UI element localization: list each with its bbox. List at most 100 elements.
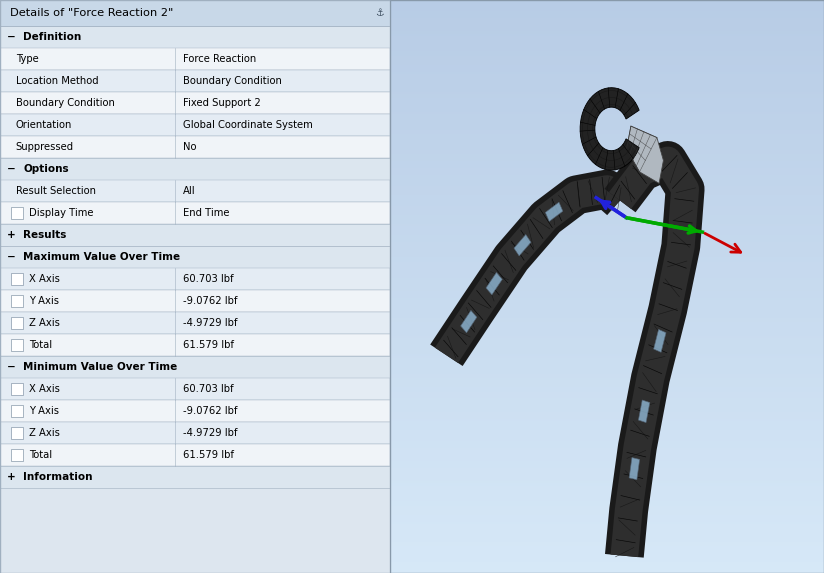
Text: Z Axis: Z Axis [29,318,60,328]
Bar [390,213,824,215]
Text: Orientation: Orientation [16,120,72,130]
Bar [390,52,824,54]
Bar [390,311,824,313]
Bar [390,253,824,255]
Bar [390,553,824,555]
Bar [11,339,23,351]
Bar [390,296,824,298]
Bar [390,539,824,541]
Text: X Axis: X Axis [29,384,60,394]
Text: Type: Type [16,54,39,64]
Bar [390,331,824,333]
Text: +: + [7,230,16,240]
Bar [390,27,824,29]
Bar [390,170,824,172]
Bar [390,116,824,119]
Bar [390,134,824,136]
Bar [390,434,824,437]
Bar [390,418,824,421]
Text: 60.703 lbf: 60.703 lbf [183,384,233,394]
Bar [390,405,824,407]
Text: Y Axis: Y Axis [29,406,59,416]
Bar [0,26,390,48]
Bar [390,371,824,374]
Bar [390,36,824,38]
Bar [390,291,824,293]
Polygon shape [653,329,666,352]
Bar [390,356,824,358]
Bar [0,70,390,92]
Bar [390,327,824,329]
Bar [390,427,824,430]
Bar [390,533,824,535]
Bar [390,179,824,181]
Bar [390,103,824,105]
Text: -9.0762 lbf: -9.0762 lbf [183,296,237,306]
Bar [390,544,824,546]
Bar [390,235,824,237]
Bar [390,307,824,309]
Bar [390,548,824,551]
Bar [390,537,824,539]
Bar [390,394,824,396]
Bar [390,38,824,40]
Bar [390,266,824,269]
Bar [390,459,824,461]
Bar [390,452,824,454]
Bar [390,560,824,562]
Bar [390,472,824,474]
Text: Result Selection: Result Selection [16,186,96,196]
Bar [390,324,824,327]
Bar [390,222,824,224]
Text: Details of "Force Reaction 2": Details of "Force Reaction 2" [10,8,173,18]
Bar [390,208,824,210]
Bar [390,242,824,244]
Text: Suppressed: Suppressed [16,142,73,152]
Bar [390,417,824,418]
Bar [390,490,824,492]
Bar [390,203,824,206]
Bar [390,237,824,240]
Bar [390,72,824,74]
Bar [390,148,824,150]
Bar [390,13,824,15]
Text: X Axis: X Axis [29,274,60,284]
Bar [390,112,824,114]
Bar [390,29,824,32]
Bar [390,465,824,468]
Text: −: − [7,252,16,262]
Polygon shape [545,202,563,221]
Text: Information: Information [23,472,93,482]
Bar [390,9,824,11]
Text: Z Axis: Z Axis [29,428,60,438]
Bar [390,87,824,89]
Bar [390,367,824,370]
Bar [390,470,824,472]
Bar [390,410,824,412]
Bar [390,468,824,470]
Bar [390,181,824,183]
Bar [0,158,390,180]
Bar [390,407,824,410]
Bar [0,378,390,400]
Bar [390,528,824,531]
Text: -4.9729 lbf: -4.9729 lbf [183,318,237,328]
Bar [390,92,824,94]
Bar [390,15,824,18]
Text: 61.579 lbf: 61.579 lbf [183,340,234,350]
Bar [390,168,824,170]
Bar [390,562,824,564]
Bar [390,255,824,257]
Bar [390,363,824,365]
Bar [390,320,824,322]
Bar [390,551,824,553]
Bar [390,34,824,36]
Bar [390,67,824,69]
Bar [390,450,824,452]
Text: No: No [183,142,196,152]
Text: Display Time: Display Time [29,208,94,218]
Bar [390,515,824,517]
Bar [390,380,824,383]
Bar [390,166,824,168]
Bar [390,347,824,349]
